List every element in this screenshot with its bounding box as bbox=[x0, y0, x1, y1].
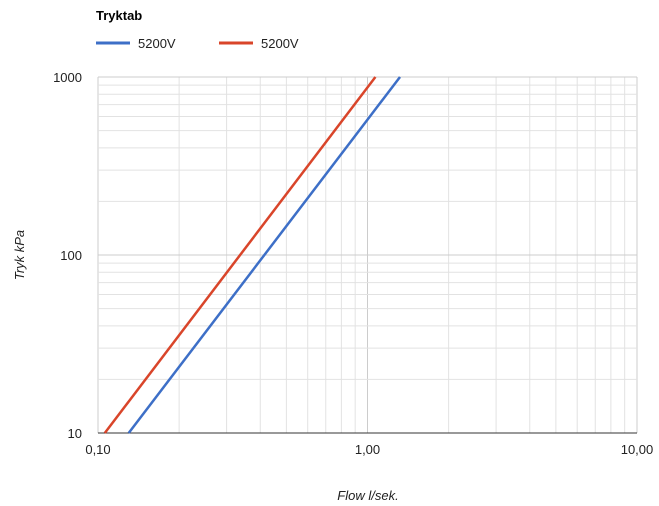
y-tick-label: 100 bbox=[60, 248, 82, 263]
series-line-1 bbox=[127, 76, 401, 434]
x-axis-title: Flow l/sek. bbox=[337, 488, 398, 503]
legend: 5200V 5200V bbox=[96, 36, 299, 51]
series-lines bbox=[103, 76, 401, 434]
series-line-2 bbox=[103, 76, 377, 434]
x-tick-label: 0,10 bbox=[85, 442, 110, 457]
x-tick-label: 1,00 bbox=[355, 442, 380, 457]
grid bbox=[97, 76, 638, 434]
x-tick-label: 10,00 bbox=[621, 442, 654, 457]
legend-label-1: 5200V bbox=[138, 36, 176, 51]
y-axis-title: Tryk kPa bbox=[12, 230, 27, 280]
tick-labels: 0,10 1,00 10,00 10 100 1000 bbox=[53, 70, 653, 457]
y-tick-label: 1000 bbox=[53, 70, 82, 85]
chart-title: Tryktab bbox=[96, 8, 142, 23]
legend-label-2: 5200V bbox=[261, 36, 299, 51]
y-tick-label: 10 bbox=[68, 426, 82, 441]
